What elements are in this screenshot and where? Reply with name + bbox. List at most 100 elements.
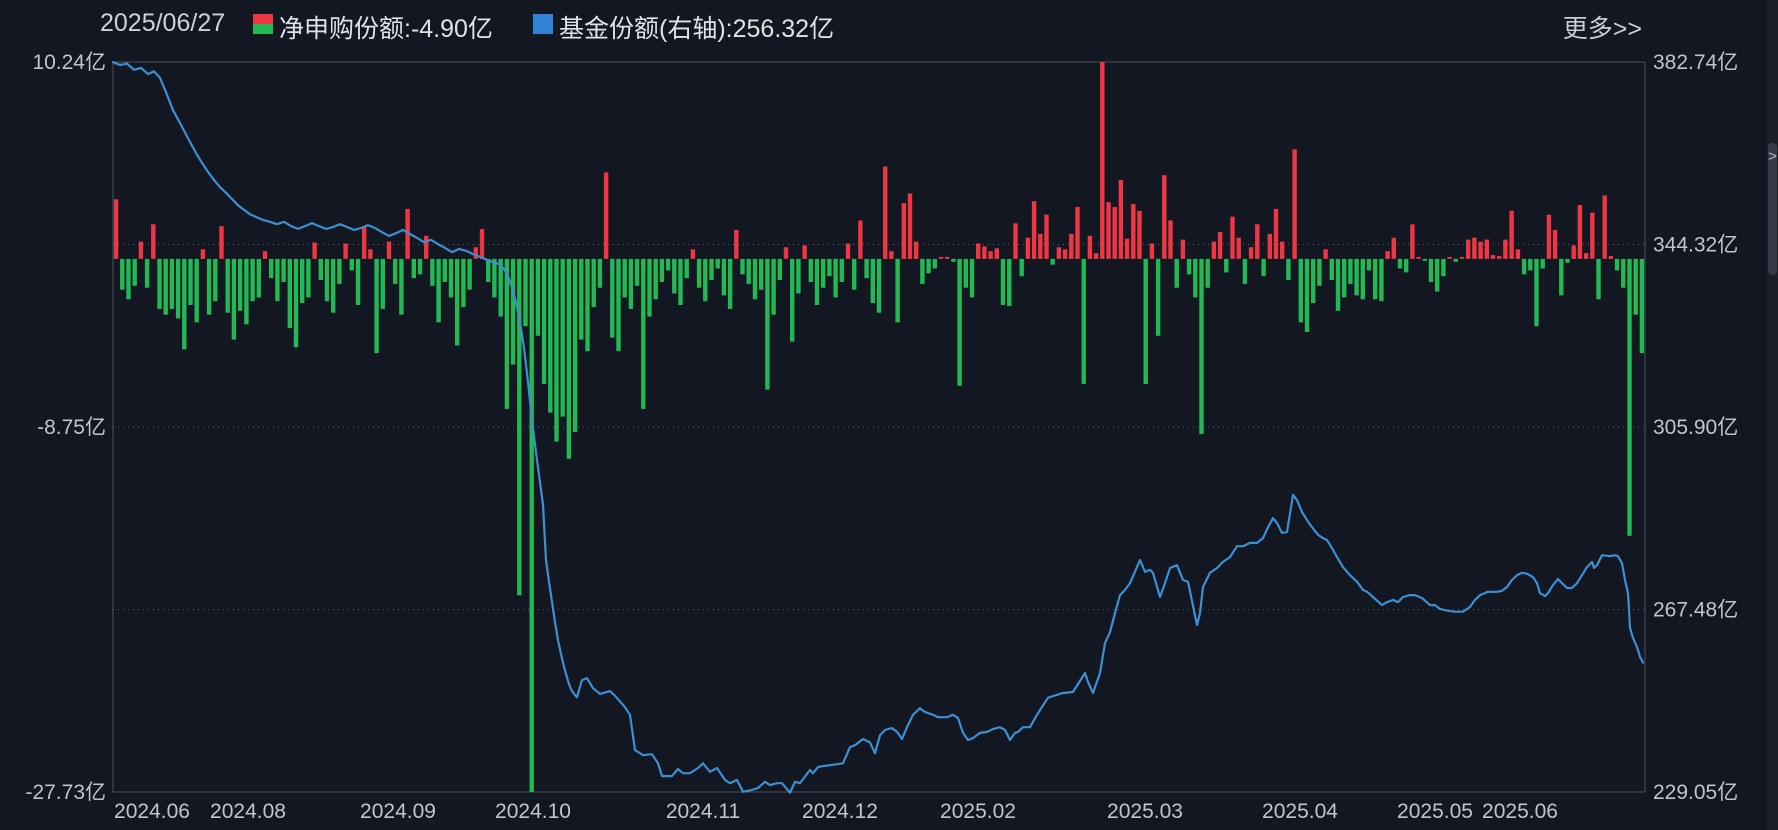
- net-subscription-bar[interactable]: [262, 251, 268, 259]
- net-subscription-bar[interactable]: [1490, 255, 1496, 259]
- net-subscription-bar[interactable]: [1137, 210, 1142, 259]
- net-subscription-bar[interactable]: [1093, 253, 1099, 259]
- net-subscription-bar[interactable]: [492, 258, 497, 298]
- net-subscription-bar[interactable]: [1466, 239, 1471, 259]
- net-subscription-bar[interactable]: [585, 258, 590, 352]
- net-subscription-bar[interactable]: [1459, 256, 1465, 259]
- net-subscription-bar[interactable]: [1441, 258, 1446, 277]
- net-subscription-bar[interactable]: [1211, 241, 1217, 259]
- net-subscription-bar[interactable]: [1435, 258, 1440, 292]
- net-subscription-bar[interactable]: [721, 258, 727, 296]
- net-subscription-bar[interactable]: [1447, 256, 1452, 259]
- net-subscription-bar[interactable]: [523, 258, 528, 327]
- net-subscription-bar[interactable]: [510, 258, 516, 365]
- net-subscription-bar[interactable]: [1329, 258, 1334, 280]
- net-subscription-bar[interactable]: [541, 258, 547, 384]
- net-subscription-bar[interactable]: [175, 258, 181, 319]
- net-subscription-bar[interactable]: [1174, 258, 1179, 288]
- net-subscription-bar[interactable]: [1075, 207, 1080, 259]
- net-subscription-bar[interactable]: [188, 258, 193, 305]
- net-subscription-bar[interactable]: [665, 258, 671, 271]
- net-subscription-bar[interactable]: [430, 258, 435, 286]
- net-subscription-bar[interactable]: [1155, 258, 1161, 336]
- net-subscription-bar[interactable]: [572, 258, 578, 432]
- net-subscription-bar[interactable]: [634, 258, 640, 286]
- net-subscription-bar[interactable]: [1540, 258, 1545, 269]
- net-subscription-bar[interactable]: [1323, 249, 1328, 259]
- net-subscription-bar[interactable]: [287, 258, 292, 329]
- net-subscription-bar[interactable]: [1472, 237, 1477, 259]
- net-subscription-bar[interactable]: [1453, 258, 1458, 262]
- net-subscription-bar[interactable]: [411, 258, 416, 279]
- net-subscription-bar[interactable]: [120, 258, 125, 290]
- net-subscription-bar[interactable]: [858, 220, 863, 259]
- net-subscription-bar[interactable]: [914, 241, 919, 259]
- net-subscription-bar[interactable]: [1292, 149, 1297, 259]
- net-subscription-bar[interactable]: [1478, 241, 1483, 259]
- net-subscription-bar[interactable]: [1267, 233, 1272, 259]
- net-subscription-bar[interactable]: [331, 258, 336, 313]
- net-subscription-bar[interactable]: [883, 166, 888, 259]
- net-subscription-bar[interactable]: [368, 249, 373, 259]
- net-subscription-bar[interactable]: [727, 258, 733, 309]
- net-subscription-bar[interactable]: [926, 258, 931, 274]
- net-subscription-bar[interactable]: [399, 258, 404, 315]
- net-subscription-bar[interactable]: [461, 258, 466, 307]
- net-subscription-bar[interactable]: [1583, 253, 1589, 259]
- more-link[interactable]: 更多>>: [1562, 15, 1642, 43]
- net-subscription-bar[interactable]: [1497, 256, 1502, 259]
- net-subscription-bar[interactable]: [1608, 256, 1614, 259]
- net-subscription-bar[interactable]: [734, 230, 739, 259]
- net-subscription-bar[interactable]: [498, 258, 503, 317]
- net-subscription-bar[interactable]: [479, 229, 485, 259]
- net-subscription-bar[interactable]: [442, 258, 447, 282]
- net-subscription-bar[interactable]: [1577, 205, 1583, 259]
- net-subscription-bar[interactable]: [560, 258, 565, 417]
- net-subscription-bar[interactable]: [1248, 247, 1254, 259]
- net-subscription-bar[interactable]: [814, 258, 820, 305]
- net-subscription-bar[interactable]: [1590, 212, 1595, 259]
- net-subscription-bar[interactable]: [833, 258, 838, 298]
- scrollbar-thumb[interactable]: [1768, 143, 1777, 275]
- net-subscription-bar[interactable]: [672, 258, 677, 294]
- net-subscription-bar[interactable]: [1311, 258, 1316, 304]
- net-subscription-bar[interactable]: [907, 193, 913, 259]
- net-subscription-bar[interactable]: [486, 258, 491, 282]
- net-subscription-bar[interactable]: [1007, 258, 1012, 306]
- net-subscription-bar[interactable]: [1087, 235, 1093, 259]
- net-subscription-bar[interactable]: [969, 258, 975, 298]
- net-subscription-bar[interactable]: [144, 258, 150, 288]
- net-subscription-bar[interactable]: [1056, 247, 1062, 259]
- net-subscription-bar[interactable]: [938, 256, 944, 259]
- net-subscription-bar[interactable]: [1242, 258, 1248, 284]
- net-subscription-bar[interactable]: [225, 258, 230, 313]
- net-subscription-bar[interactable]: [194, 258, 199, 323]
- net-subscription-bar[interactable]: [269, 258, 274, 279]
- net-subscription-bar[interactable]: [380, 258, 385, 309]
- net-subscription-bar[interactable]: [1317, 258, 1322, 286]
- net-subscription-bar[interactable]: [647, 258, 652, 317]
- net-subscription-bar[interactable]: [1000, 258, 1006, 305]
- net-subscription-bar[interactable]: [237, 258, 243, 311]
- net-subscription-bar[interactable]: [1428, 258, 1434, 282]
- net-subscription-bar[interactable]: [244, 258, 249, 325]
- net-subscription-bar[interactable]: [597, 258, 603, 288]
- net-subscription-bar[interactable]: [1050, 258, 1055, 265]
- net-subscription-bar[interactable]: [920, 258, 925, 284]
- net-subscription-bar[interactable]: [157, 258, 162, 309]
- net-subscription-bar[interactable]: [1521, 258, 1527, 275]
- net-subscription-bar[interactable]: [783, 247, 789, 259]
- net-subscription-bar[interactable]: [1280, 241, 1285, 259]
- net-subscription-bar[interactable]: [355, 258, 361, 305]
- net-subscription-bar[interactable]: [343, 243, 348, 259]
- net-subscription-bar[interactable]: [1385, 251, 1390, 259]
- net-subscription-bar[interactable]: [628, 258, 634, 309]
- net-subscription-bar[interactable]: [1124, 238, 1130, 259]
- net-subscription-bar[interactable]: [852, 258, 857, 290]
- net-subscription-bar[interactable]: [1534, 258, 1539, 327]
- net-subscription-bar[interactable]: [1546, 214, 1552, 259]
- net-subscription-bar[interactable]: [876, 258, 882, 313]
- net-subscription-bar[interactable]: [690, 249, 696, 259]
- net-subscription-bar[interactable]: [1348, 258, 1353, 284]
- net-subscription-bar[interactable]: [554, 258, 559, 442]
